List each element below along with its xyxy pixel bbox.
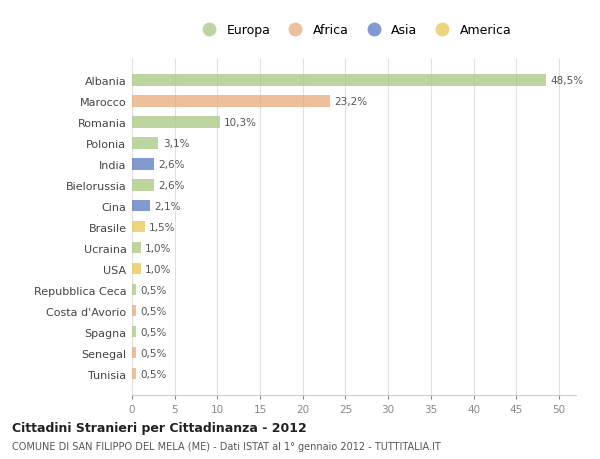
Text: 10,3%: 10,3% — [224, 118, 257, 128]
Legend: Europa, Africa, Asia, America: Europa, Africa, Asia, America — [191, 19, 517, 42]
Text: COMUNE DI SAN FILIPPO DEL MELA (ME) - Dati ISTAT al 1° gennaio 2012 - TUTTITALIA: COMUNE DI SAN FILIPPO DEL MELA (ME) - Da… — [12, 441, 441, 451]
Text: 0,5%: 0,5% — [140, 327, 167, 337]
Bar — [132, 201, 150, 212]
Bar — [132, 305, 136, 317]
Text: 0,5%: 0,5% — [140, 369, 167, 379]
Bar — [132, 138, 158, 149]
Bar — [132, 75, 546, 86]
Bar — [132, 368, 136, 380]
Bar — [132, 96, 330, 107]
Text: 2,6%: 2,6% — [158, 159, 185, 169]
Bar — [132, 347, 136, 358]
Bar — [132, 159, 154, 170]
Text: 1,5%: 1,5% — [149, 222, 176, 232]
Bar — [132, 263, 140, 275]
Bar — [132, 221, 145, 233]
Text: 23,2%: 23,2% — [334, 96, 367, 106]
Bar — [132, 242, 140, 254]
Bar — [132, 179, 154, 191]
Bar — [132, 326, 136, 338]
Text: 0,5%: 0,5% — [140, 285, 167, 295]
Text: 0,5%: 0,5% — [140, 306, 167, 316]
Text: 2,6%: 2,6% — [158, 180, 185, 190]
Text: 3,1%: 3,1% — [163, 139, 189, 148]
Bar — [132, 117, 220, 128]
Text: Cittadini Stranieri per Cittadinanza - 2012: Cittadini Stranieri per Cittadinanza - 2… — [12, 421, 307, 434]
Text: 1,0%: 1,0% — [145, 264, 171, 274]
Bar — [132, 284, 136, 296]
Text: 0,5%: 0,5% — [140, 348, 167, 358]
Text: 1,0%: 1,0% — [145, 243, 171, 253]
Text: 2,1%: 2,1% — [154, 202, 181, 211]
Text: 48,5%: 48,5% — [550, 76, 584, 86]
